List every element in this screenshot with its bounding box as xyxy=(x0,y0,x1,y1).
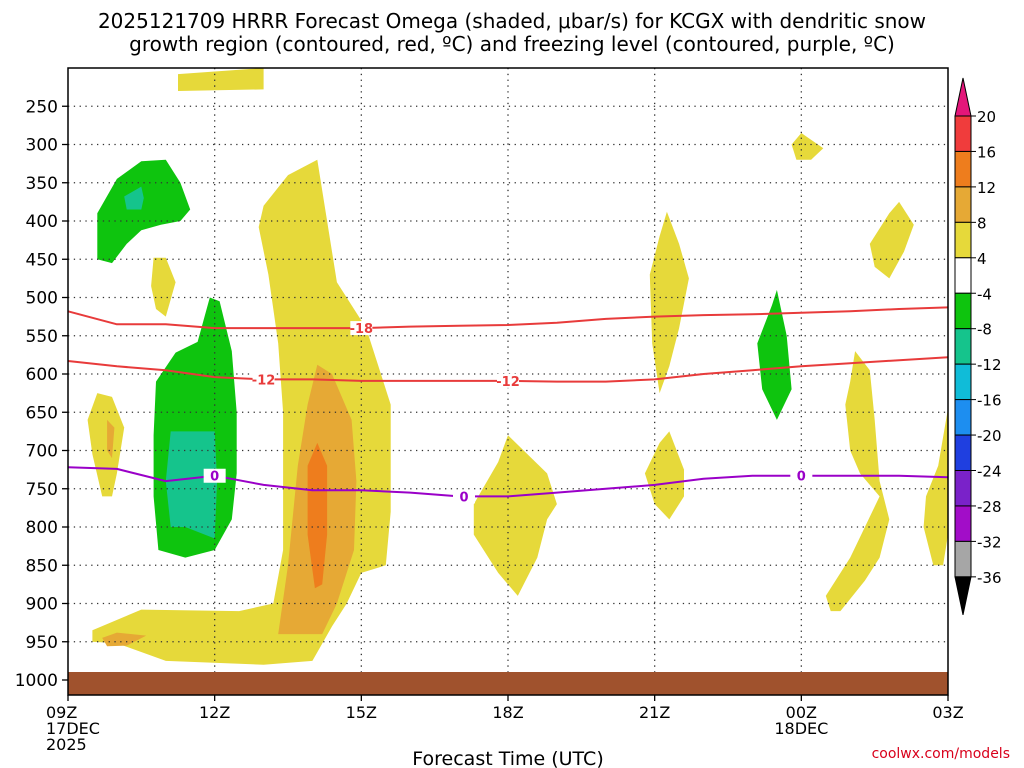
y-tick-label-400: 400 xyxy=(26,212,58,232)
contour-label-bg-0 xyxy=(350,321,373,336)
y-tick-label-950: 950 xyxy=(26,633,58,653)
colorbar-label-13: -36 xyxy=(977,569,1002,587)
colorbar-top-arrow xyxy=(954,77,972,117)
contour-labels: -18 -12 -12 0 0 0 xyxy=(203,321,813,505)
colorbar-segment-12 xyxy=(954,540,972,578)
y-tick-label-600: 600 xyxy=(26,365,58,385)
colorbar-segment-6 xyxy=(954,328,972,365)
contour-label-bg-4 xyxy=(453,489,475,504)
contour-label-2: -12 xyxy=(496,375,520,390)
contour-label-4: 0 xyxy=(459,490,468,505)
colorbar-segment-8 xyxy=(954,399,972,436)
colorbar-segment-3 xyxy=(954,221,972,259)
x-tick-label-00Z-0: 00Z xyxy=(786,703,817,722)
omega-pos4-right-lower xyxy=(825,351,890,612)
colorbar-segment-11 xyxy=(954,505,972,542)
omega-shaded-regions xyxy=(87,68,948,665)
pressure-axis: 250 300 350 400 450 500 550 600 650 700 750 800 850 9… xyxy=(15,97,68,691)
colorbar-segment-0 xyxy=(954,115,972,152)
contour-label-1: -12 xyxy=(252,373,276,388)
omega-pos4-top-left xyxy=(178,68,264,91)
y-tick-label-350: 350 xyxy=(26,174,58,194)
colorbar-label-10: -24 xyxy=(977,463,1002,481)
colorbar-label-0: 20 xyxy=(977,108,996,126)
contour-label-bg-3 xyxy=(203,468,226,483)
colorbar-label-2: 12 xyxy=(977,179,996,197)
y-tick-label-750: 750 xyxy=(26,480,58,500)
colorbar-segment-10 xyxy=(954,470,972,507)
contour-label-bg-1 xyxy=(252,372,275,387)
y-tick-label-650: 650 xyxy=(26,403,58,423)
omega-neg4-upper-left xyxy=(97,159,191,264)
chart-title-line-2: growth region (contoured, red, ºC) and f… xyxy=(129,32,895,56)
colorbar-segment-7 xyxy=(954,363,972,401)
colorbar-label-8: -16 xyxy=(977,392,1002,410)
omega-pos8-left-blob xyxy=(107,419,115,459)
x-tick-label-00Z-1: 18DEC xyxy=(774,719,828,738)
omega-pos4-left-blob xyxy=(87,393,125,497)
y-tick-label-850: 850 xyxy=(26,556,58,576)
colorbar-label-7: -12 xyxy=(977,356,1002,374)
contour-label-0: -18 xyxy=(350,322,374,337)
y-tick-label-300: 300 xyxy=(26,136,58,156)
omega-neg4-column xyxy=(757,289,792,420)
credit-link[interactable]: coolwx.com/models xyxy=(871,746,1010,762)
y-tick-label-500: 500 xyxy=(26,289,58,309)
contour-label-5: 0 xyxy=(797,470,806,485)
omega-pos4-column-21z xyxy=(649,211,689,394)
omega-colorbar: 20 16 12 8 4 -4 -8 -12 -16 -20 -24 -28 -32 -36 xyxy=(954,77,1002,615)
grid-lines xyxy=(68,68,948,672)
x-tick-label-12Z-0: 12Z xyxy=(199,703,230,722)
dgz-minus18-line xyxy=(67,306,949,330)
x-tick-label-03Z-0: 03Z xyxy=(932,703,963,722)
colorbar-segment-9 xyxy=(954,434,972,471)
omega-neg8-lower-left xyxy=(165,431,218,539)
x-tick-label-09Z-2: 2025 xyxy=(46,735,87,754)
omega-neg8-upper-left xyxy=(124,186,144,210)
contour-label-bg-2 xyxy=(497,373,519,388)
omega-pos12-main-column xyxy=(307,442,328,589)
colorbar-segment-1 xyxy=(954,150,972,188)
contour-label-3: 0 xyxy=(210,470,219,485)
ground-surface xyxy=(68,672,948,695)
colorbar-segment-5 xyxy=(954,292,972,330)
omega-pos4-far-right xyxy=(923,408,948,566)
y-tick-label-550: 550 xyxy=(26,327,58,347)
colorbar-label-11: -28 xyxy=(977,498,1002,516)
x-tick-label-21Z-0: 21Z xyxy=(639,703,670,722)
x-tick-label-09Z-1: 17DEC xyxy=(46,719,100,738)
y-tick-label-900: 900 xyxy=(26,595,58,615)
omega-pos4-center-blob xyxy=(473,435,557,596)
x-tick-label-15Z-0: 15Z xyxy=(346,703,377,722)
contour-label-bg-5 xyxy=(790,468,813,483)
y-tick-label-800: 800 xyxy=(26,518,58,538)
y-tick-label-700: 700 xyxy=(26,442,58,462)
colorbar-segment-2 xyxy=(954,186,972,223)
omega-pos4-right-upper xyxy=(869,201,914,279)
colorbar-label-12: -32 xyxy=(977,533,1002,551)
omega-pos4-small-00z xyxy=(791,133,824,160)
chart-title-line-1: 2025121709 HRRR Forecast Omega (shaded, … xyxy=(97,9,927,33)
y-tick-label-250: 250 xyxy=(26,97,58,117)
colorbar-label-3: 8 xyxy=(977,214,987,232)
omega-pos4-small-left xyxy=(151,257,176,317)
colorbar-label-1: 16 xyxy=(977,143,996,161)
colorbar-label-9: -20 xyxy=(977,427,1002,445)
x-tick-label-18Z-0: 18Z xyxy=(492,703,523,722)
colorbar-segment-4 xyxy=(954,257,972,294)
y-tick-label-450: 450 xyxy=(26,250,58,270)
omega-pos8-bottom-left xyxy=(102,632,147,647)
colorbar-label-4: 4 xyxy=(977,250,987,268)
y-tick-label-1000: 1000 xyxy=(15,671,58,691)
colorbar-bottom-arrow xyxy=(954,576,972,615)
colorbar-label-5: -4 xyxy=(977,285,992,303)
x-tick-label-09Z-0: 09Z xyxy=(46,703,77,722)
omega-pos4-blob-21z xyxy=(644,431,684,520)
colorbar-label-6: -8 xyxy=(977,321,992,339)
x-axis-label: Forecast Time (UTC) xyxy=(412,748,603,768)
